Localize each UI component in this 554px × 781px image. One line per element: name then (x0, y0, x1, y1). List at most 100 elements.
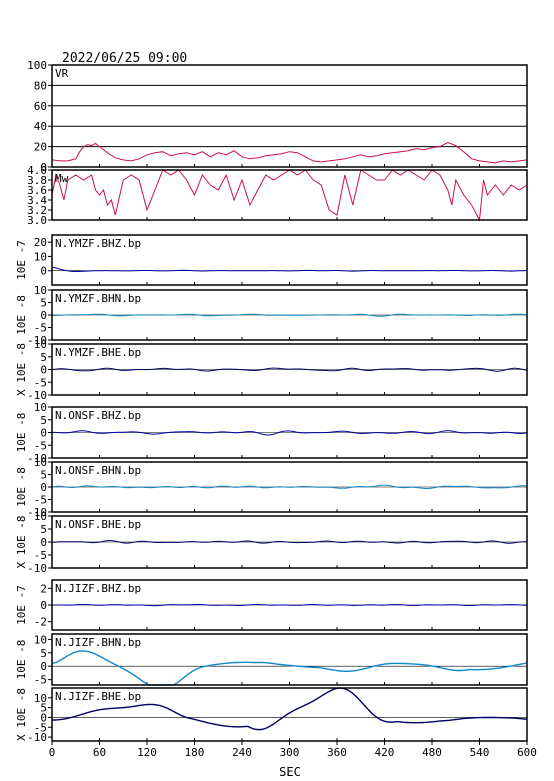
y-tick-label: 10 (34, 692, 47, 705)
y-tick-label: -10 (27, 506, 47, 519)
header-datetime: 2022/06/25 09:00 (62, 51, 187, 66)
panel-frame (51, 234, 528, 286)
x-tick-label: 120 (137, 746, 157, 759)
y-tick-label: 5 (40, 414, 47, 427)
x-tick-label: 240 (232, 746, 252, 759)
series-line (51, 650, 528, 686)
unit-label: 10E -7 (15, 240, 28, 280)
x-tick-label: 300 (280, 746, 300, 759)
y-tick-label: 100 (27, 59, 47, 72)
y-tick-label: -2 (34, 616, 47, 629)
y-tick-label: -5 (34, 549, 47, 562)
y-tick-label: -10 (27, 731, 47, 744)
y-tick-label: 0 (40, 265, 47, 278)
series-line (51, 604, 527, 607)
panel-frame (51, 343, 528, 396)
y-tick-label: -10 (27, 452, 47, 465)
unit-label: X 10E -8 (15, 516, 28, 569)
y-tick-label: -5 (34, 494, 47, 507)
y-tick-label: -5 (34, 376, 47, 389)
y-tick-label: 4.0 (27, 164, 47, 177)
y-tick-label: 60 (34, 100, 47, 113)
y-tick-label: 40 (34, 120, 47, 133)
y-tick-label: 10 (34, 284, 47, 297)
panel-label: N.YMZF.BHZ.bp (55, 237, 141, 250)
unit-label: 10E -8 (15, 467, 28, 507)
y-tick-label: 80 (34, 79, 47, 92)
panel-label: N.YMZF.BHE.bp (55, 346, 141, 359)
y-tick-label: -5 (34, 322, 47, 335)
y-tick-label: 5 (40, 297, 47, 310)
y-tick-label: 5 (40, 351, 47, 364)
series-line (51, 367, 528, 372)
y-tick-label: 5 (40, 702, 47, 715)
y-tick-label: 0 (40, 161, 47, 174)
y-tick-label: 0 (40, 481, 47, 494)
x-tick-label: 0 (49, 746, 56, 759)
panel-label: N.ONSF.BHE.bp (55, 518, 141, 531)
panel-label: N.JIZF.BHZ.bp (55, 582, 141, 595)
x-tick-label: 360 (327, 746, 347, 759)
y-tick-label: 0 (40, 309, 47, 322)
y-tick-label: 10 (34, 401, 47, 414)
y-tick-label: 10 (34, 338, 47, 351)
y-tick-label: 10 (34, 250, 47, 263)
unit-label: X 10E -8 (15, 688, 28, 741)
x-tick-label: 420 (375, 746, 395, 759)
panel-label: N.JIZF.BHN.bp (55, 636, 141, 649)
y-tick-label: -10 (27, 562, 47, 575)
panel-label: N.JIZF.BHE.bp (55, 690, 141, 703)
unit-label: 10E -8 (15, 640, 28, 680)
panel-1: 3.03.23.43.63.84.0 Mw (27, 164, 528, 227)
panel-label: N.ONSF.BHN.bp (55, 464, 141, 477)
y-tick-label: 20 (34, 141, 47, 154)
y-tick-label: 0 (40, 599, 47, 612)
x-tick-label: 600 (517, 746, 537, 759)
y-tick-label: -5 (34, 439, 47, 452)
y-tick-label: 2 (40, 582, 47, 595)
panel-frame (51, 169, 528, 221)
y-tick-label: 0 (40, 711, 47, 724)
y-tick-label: 0 (40, 536, 47, 549)
panel-8: -2 0 2 N.JIZF.BHZ.bp 10E -7 (15, 579, 528, 631)
series-line (51, 313, 527, 317)
y-tick-label: 0 (40, 660, 47, 673)
series-line (51, 484, 528, 489)
unit-label: X 10E -8 (15, 343, 28, 396)
y-tick-label: 0 (40, 427, 47, 440)
panel-0: 0 20 40 60 80 100 VR (27, 59, 528, 174)
panel-frame (51, 461, 528, 513)
y-tick-label: 10 (34, 510, 47, 523)
series-line (51, 169, 528, 222)
series-line (51, 430, 528, 436)
y-tick-label: -5 (34, 721, 47, 734)
series-line (52, 687, 528, 731)
panel-label: Mw (55, 172, 69, 185)
unit-label: 10E -8 (15, 413, 28, 453)
x-axis-label: SEC (279, 765, 301, 779)
y-tick-label: 3.4 (27, 194, 47, 207)
y-tick-label: 3.6 (27, 184, 47, 197)
y-tick-label: 5 (40, 469, 47, 482)
series-line (51, 266, 527, 272)
panel-frame (51, 289, 528, 341)
x-tick-label: 540 (470, 746, 490, 759)
y-tick-label: 3.2 (27, 204, 47, 217)
panel-frame (51, 64, 528, 168)
y-tick-label: -5 (34, 674, 47, 687)
panel-label: N.ONSF.BHZ.bp (55, 409, 141, 422)
y-tick-label: 3.0 (27, 214, 47, 227)
y-tick-label: 10 (34, 456, 47, 469)
series-line (51, 141, 528, 164)
x-tick-label: 180 (185, 746, 205, 759)
panel-frame (51, 579, 528, 631)
unit-label: 10E -8 (15, 295, 28, 335)
